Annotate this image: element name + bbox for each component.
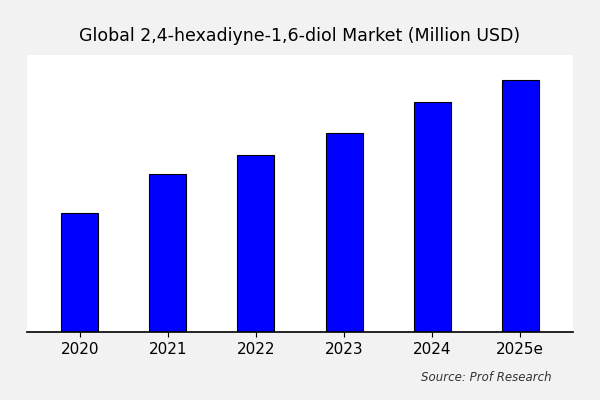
Text: Source: Prof Research: Source: Prof Research bbox=[421, 371, 552, 384]
Bar bbox=[238, 155, 274, 332]
Bar bbox=[149, 174, 187, 332]
Title: Global 2,4-hexadiyne-1,6-diol Market (Million USD): Global 2,4-hexadiyne-1,6-diol Market (Mi… bbox=[79, 27, 521, 45]
Bar bbox=[61, 213, 98, 332]
Bar bbox=[413, 102, 451, 332]
Bar bbox=[502, 80, 539, 332]
Bar bbox=[326, 132, 362, 332]
